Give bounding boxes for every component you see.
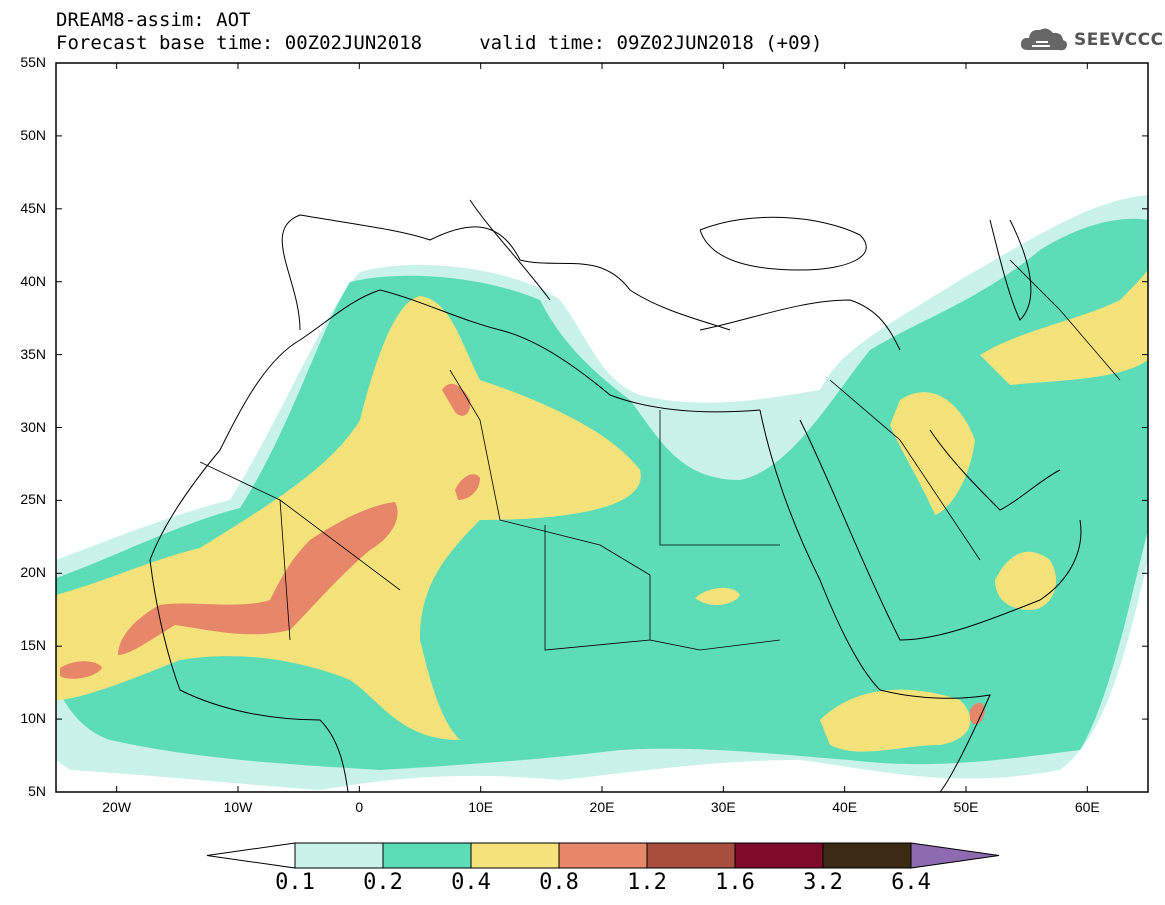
legend-swatch — [470, 842, 560, 869]
legend-arrow-low — [206, 842, 296, 869]
aot-band-0.4-iran — [980, 270, 1148, 385]
lon-label: 60E — [1074, 799, 1100, 815]
lat-label: 55N — [20, 54, 46, 70]
legend-threshold-label: 0.8 — [539, 870, 579, 895]
aot-band-0.4-sahel-east — [695, 587, 740, 606]
legend-swatch — [734, 842, 824, 869]
legend-swatch — [382, 842, 472, 869]
aot-band-0.4-arabia — [995, 551, 1057, 610]
border-iran — [1009, 259, 1121, 381]
coast-west-africa — [149, 289, 381, 561]
seevccc-logo: SEEVCCC — [1018, 24, 1163, 56]
lat-label: 40N — [20, 272, 46, 289]
lon-label: 0 — [355, 799, 364, 815]
logo-text: SEEVCCC — [1074, 30, 1164, 50]
coast-gulf-guinea — [149, 559, 349, 792]
coast-turkey — [699, 299, 901, 351]
lon-label: 20W — [102, 799, 132, 815]
coastlines — [149, 199, 1082, 792]
lon-label: 20E — [589, 799, 615, 815]
legend-swatch — [646, 842, 736, 869]
lat-label: 35N — [20, 345, 46, 362]
legend-swatch — [822, 842, 912, 869]
axis-ticks — [56, 62, 1148, 793]
border-sudan — [649, 575, 781, 651]
legend-threshold-label: 1.2 — [627, 870, 667, 895]
forecast-time-line: Forecast base time: 00Z02JUN2018 valid t… — [56, 32, 823, 54]
aot-fields — [56, 195, 1148, 790]
border-sahara-2 — [279, 499, 291, 641]
aot-band-0.4-gulf — [890, 392, 975, 515]
aot-band-0.8-main — [118, 502, 398, 655]
map-title: DREAM8-assim: AOT — [56, 9, 251, 31]
lat-label: 5N — [28, 783, 46, 799]
lat-label: 45N — [20, 199, 46, 216]
coast-persian-gulf — [929, 429, 1061, 511]
lat-label: 20N — [20, 564, 46, 581]
borders — [199, 259, 1121, 651]
legend-arrow-high — [910, 842, 1000, 869]
legend-threshold-label: 0.4 — [451, 870, 491, 895]
lat-label: 50N — [20, 126, 46, 143]
cloud-icon — [1020, 28, 1067, 51]
border-chad — [544, 525, 651, 651]
lon-label: 10W — [223, 799, 253, 815]
legend-threshold-label: 0.1 — [275, 870, 315, 895]
coast-caspian — [989, 219, 1032, 321]
aot-band-0.8-soma — [970, 702, 985, 725]
coast-italy — [469, 199, 551, 301]
lat-label: 10N — [20, 710, 46, 727]
border-saudi — [829, 379, 981, 561]
border-egypt — [659, 410, 780, 546]
coast-black-sea — [699, 216, 867, 271]
lon-label: 30E — [710, 799, 736, 815]
aot-band-0.4-horn — [820, 689, 971, 752]
lat-label: 15N — [20, 637, 46, 654]
border-sahara-3 — [449, 369, 651, 576]
legend-threshold-label: 3.2 — [803, 870, 843, 895]
lat-label: 30N — [20, 418, 46, 435]
coast-horn — [879, 689, 991, 792]
coast-north-africa — [379, 289, 761, 413]
aot-band-0.8-w — [60, 661, 102, 679]
coast-red-sea — [759, 409, 881, 691]
legend-threshold-label: 0.2 — [363, 870, 403, 895]
lon-label: 40E — [832, 799, 858, 815]
legend-swatch — [294, 842, 384, 869]
legend-threshold-label: 6.4 — [891, 870, 931, 895]
legend-threshold-label: 1.6 — [715, 870, 755, 895]
lon-label: 10E — [468, 799, 494, 815]
legend-swatch — [558, 842, 648, 869]
coast-europe — [281, 214, 731, 331]
lat-label: 25N — [20, 491, 46, 508]
lon-label: 50E — [953, 799, 979, 815]
aot-band-0.8-alg2 — [455, 474, 480, 500]
coast-arabia — [799, 419, 1082, 641]
